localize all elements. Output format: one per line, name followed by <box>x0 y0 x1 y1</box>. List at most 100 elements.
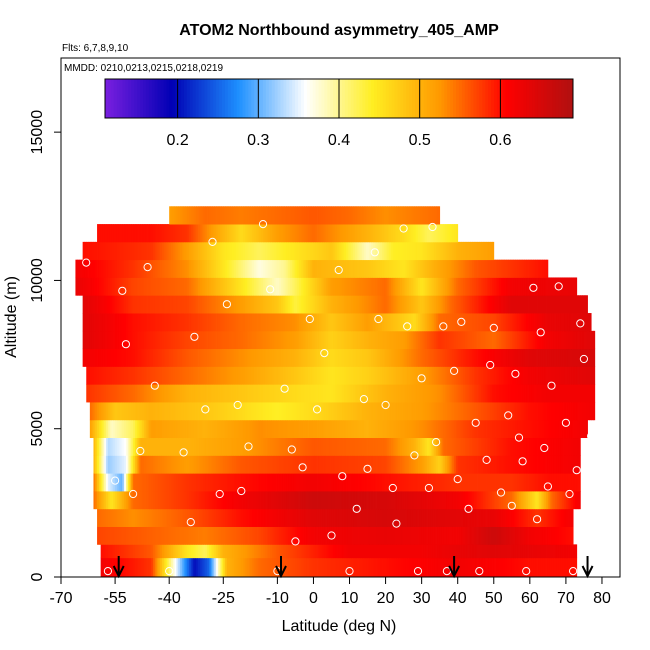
heatmap-cell <box>116 402 120 421</box>
heatmap-cell <box>491 437 495 456</box>
heatmap-cell <box>336 330 340 350</box>
heatmap-cell <box>176 330 179 350</box>
heatmap-cell <box>198 455 201 474</box>
heatmap-cell <box>389 348 392 367</box>
heatmap-cell <box>262 277 266 296</box>
heatmap-cell <box>158 508 161 527</box>
heatmap-cell <box>410 277 414 296</box>
heatmap-cell <box>562 473 565 492</box>
heatmap-cell <box>407 455 410 474</box>
heatmap-cell <box>288 384 291 403</box>
heatmap-cell <box>564 557 567 577</box>
heatmap-cell <box>425 508 428 527</box>
heatmap-cell <box>446 437 450 456</box>
heatmap-cell <box>243 490 246 510</box>
heatmap-cell <box>378 384 381 403</box>
heatmap-cell <box>511 544 515 559</box>
heatmap-cell <box>286 259 289 278</box>
heatmap-cell <box>358 544 361 559</box>
heatmap-cell <box>239 508 242 527</box>
heatmap-cell <box>464 455 468 474</box>
heatmap-cell <box>418 313 421 332</box>
heatmap-cell <box>169 384 172 403</box>
heatmap-cell <box>565 277 569 296</box>
heatmap-cell <box>365 419 368 439</box>
heatmap-cell <box>571 402 574 421</box>
heatmap-cell <box>317 384 320 403</box>
heatmap-cell <box>95 402 98 421</box>
heatmap-cell <box>181 437 185 456</box>
heatmap-cell <box>151 557 154 577</box>
heatmap-cell <box>262 508 266 527</box>
heatmap-cell <box>484 557 487 577</box>
heatmap-cell <box>241 490 244 510</box>
heatmap-cell <box>216 366 219 385</box>
heatmap-cell <box>264 277 267 296</box>
heatmap-cell <box>389 490 392 510</box>
heatmap-cell <box>365 544 368 559</box>
heatmap-cell <box>392 348 395 367</box>
heatmap-cell <box>371 557 374 577</box>
heatmap-cell <box>295 330 298 350</box>
heatmap-cell <box>136 526 139 545</box>
heatmap-cell <box>165 508 168 527</box>
heatmap-cell <box>327 557 331 577</box>
heatmap-cell <box>479 295 482 314</box>
heatmap-cell <box>524 437 527 456</box>
heatmap-cell <box>149 526 152 545</box>
heatmap-cell <box>255 473 258 492</box>
heatmap-cell <box>318 544 322 559</box>
heatmap-cell <box>311 557 314 577</box>
heatmap-cell <box>392 313 395 332</box>
heatmap-cell <box>418 526 421 545</box>
heatmap-cell <box>538 508 542 527</box>
heatmap-cell <box>484 402 487 421</box>
heatmap-cell <box>387 557 390 577</box>
heatmap-cell <box>118 419 121 439</box>
heatmap-cell <box>513 295 516 314</box>
heatmap-cell <box>104 490 107 510</box>
heatmap-cell <box>537 437 540 456</box>
heatmap-cell <box>181 259 185 278</box>
heatmap-cell <box>91 259 94 278</box>
heatmap-cell <box>351 313 354 332</box>
heatmap-cell <box>111 455 114 474</box>
heatmap-cell <box>221 295 224 314</box>
heatmap-cell <box>526 295 529 314</box>
heatmap-cell <box>115 313 118 332</box>
heatmap-cell <box>315 348 318 367</box>
heatmap-cell <box>262 490 266 510</box>
heatmap-cell <box>511 526 515 545</box>
heatmap-cell <box>537 526 540 545</box>
heatmap-cell <box>531 557 534 577</box>
heatmap-cell <box>547 366 551 385</box>
heatmap-cell <box>432 557 435 577</box>
heatmap-cell <box>385 277 388 296</box>
heatmap-cell <box>380 557 383 577</box>
heatmap-cell <box>149 490 152 510</box>
heatmap-cell <box>347 277 350 296</box>
heatmap-cell <box>167 348 170 367</box>
heatmap-cell <box>381 330 385 350</box>
heatmap-cell <box>212 455 215 474</box>
heatmap-cell <box>419 526 423 545</box>
heatmap-cell <box>273 313 276 332</box>
heatmap-cell <box>484 455 487 474</box>
heatmap-cell <box>466 526 469 545</box>
heatmap-cell <box>205 508 208 527</box>
heatmap-cell <box>297 402 300 421</box>
heatmap-cell <box>115 473 118 492</box>
heatmap-cell <box>544 437 547 456</box>
heatmap-cell <box>261 437 264 456</box>
heatmap-cell <box>470 526 473 545</box>
heatmap-cell <box>490 419 493 439</box>
heatmap-cell <box>232 366 235 385</box>
heatmap-cell <box>526 419 529 439</box>
heatmap-cell <box>244 330 248 350</box>
heatmap-cell <box>418 419 421 439</box>
heatmap-cell <box>250 366 253 385</box>
heatmap-cell <box>486 313 489 332</box>
heatmap-cell <box>149 295 152 314</box>
heatmap-cell <box>372 384 376 403</box>
heatmap-cell <box>86 330 89 350</box>
